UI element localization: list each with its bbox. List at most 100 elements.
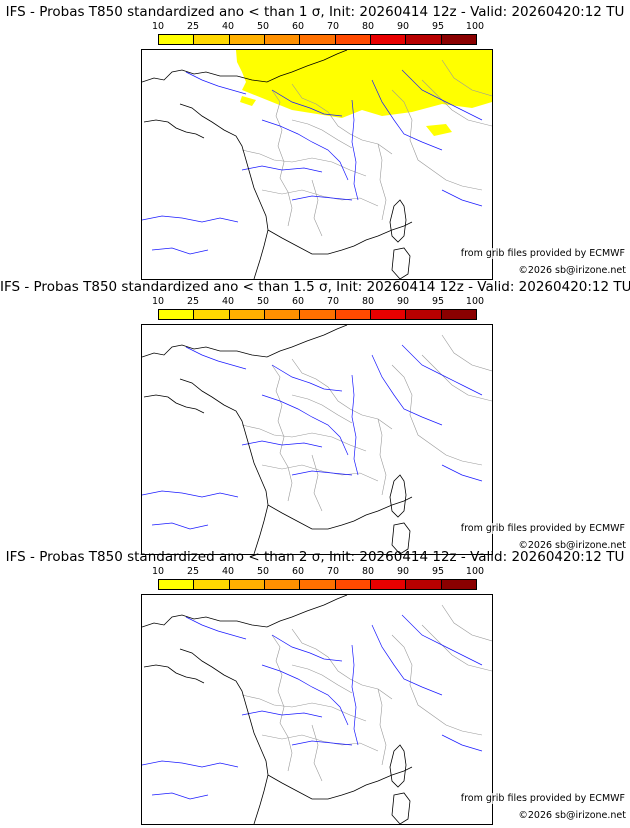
- admin-border: [261, 189, 379, 207]
- colorbar-tick-label: 10: [151, 296, 165, 307]
- coastline: [142, 325, 413, 554]
- admin-border: [441, 59, 492, 97]
- copyright-text: ©2026 sb@irizone.net: [517, 265, 627, 276]
- credit-text: from grib files provided by ECMWF: [459, 793, 626, 804]
- colorbar-swatch: [159, 580, 195, 589]
- river: [401, 614, 483, 666]
- colorbar-swatch: [194, 35, 230, 44]
- colorbar-tick-label: 50: [256, 296, 270, 307]
- colorbar-tick-label: 25: [186, 21, 200, 32]
- map-panel-1: IFS - Probas T850 standardized ano < tha…: [0, 2, 630, 280]
- colorbar: [158, 579, 477, 590]
- river: [142, 215, 239, 223]
- river: [351, 99, 359, 201]
- colorbar-swatch: [194, 580, 230, 589]
- river: [142, 490, 239, 498]
- admin-border: [377, 143, 387, 221]
- admin-border: [311, 724, 323, 782]
- colorbar-tick-label: 40: [221, 296, 235, 307]
- map-frame: [141, 324, 493, 555]
- copyright-text: ©2026 sb@irizone.net: [517, 540, 627, 551]
- colorbar-swatch: [406, 35, 442, 44]
- colorbar-labels: 10 25 40 50 60 70 80 90 95 100: [145, 21, 505, 33]
- colorbar-tick-label: 80: [361, 296, 375, 307]
- colorbar-swatch: [264, 35, 301, 44]
- river: [291, 195, 353, 201]
- colorbar-tick-label: 40: [221, 566, 235, 577]
- river: [241, 165, 323, 173]
- corsica-island: [389, 199, 407, 243]
- river: [291, 740, 353, 746]
- colorbar-swatch: [370, 580, 407, 589]
- admin-border: [271, 364, 293, 502]
- colorbar-swatch: [229, 35, 265, 44]
- colorbar-tick-label: 70: [326, 296, 340, 307]
- river: [261, 394, 349, 456]
- colorbar-tick-label: 40: [221, 21, 235, 32]
- river: [185, 346, 247, 370]
- credit-text: from grib files provided by ECMWF: [459, 248, 626, 259]
- corsica-island: [389, 744, 407, 788]
- admin-border: [421, 79, 492, 127]
- colorbar-swatch: [406, 580, 442, 589]
- colorbar-tick-label: 95: [431, 21, 445, 32]
- river: [351, 644, 359, 746]
- river: [441, 734, 483, 752]
- map-panel-3: IFS - Probas T850 standardized ano < tha…: [0, 547, 630, 825]
- admin-border: [391, 634, 483, 736]
- admin-border: [271, 634, 293, 772]
- map-frame: [141, 49, 493, 280]
- copyright-text: ©2026 sb@irizone.net: [517, 810, 627, 821]
- river: [441, 464, 483, 482]
- colorbar-tick-label: 100: [465, 296, 485, 307]
- colorbar-tick-label: 90: [396, 566, 410, 577]
- sardinia-island: [391, 247, 411, 279]
- river: [241, 710, 323, 718]
- colorbar-swatch: [264, 580, 301, 589]
- admin-border: [291, 358, 393, 430]
- panel-title: IFS - Probas T850 standardized ano < tha…: [0, 279, 630, 295]
- admin-border: [391, 364, 483, 466]
- colorbar-swatch: [300, 580, 336, 589]
- admin-border: [291, 119, 353, 149]
- river: [401, 69, 483, 121]
- panel-title: IFS - Probas T850 standardized ano < tha…: [5, 549, 625, 565]
- colorbar-swatch: [370, 310, 407, 319]
- colorbar-labels: 10 25 40 50 60 70 80 90 95 100: [145, 566, 505, 578]
- admin-border: [241, 149, 367, 177]
- admin-border: [241, 694, 367, 722]
- colorbar-tick-label: 60: [291, 296, 305, 307]
- admin-border: [261, 734, 379, 752]
- colorbar-swatch: [441, 580, 476, 589]
- colorbar-swatch: [335, 580, 371, 589]
- colorbar-swatch: [370, 35, 407, 44]
- colorbar-swatch: [441, 310, 476, 319]
- admin-border: [291, 394, 353, 424]
- corsica-island: [389, 474, 407, 518]
- river: [185, 616, 247, 640]
- colorbar-swatch: [229, 310, 265, 319]
- colorbar-swatch: [159, 35, 195, 44]
- colorbar-tick-label: 70: [326, 21, 340, 32]
- admin-border: [261, 464, 379, 482]
- admin-border: [291, 83, 393, 155]
- colorbar-tick-label: 95: [431, 566, 445, 577]
- colorbar-tick-label: 90: [396, 296, 410, 307]
- colorbar-tick-label: 100: [465, 21, 485, 32]
- colorbar-tick-label: 60: [291, 21, 305, 32]
- colorbar-tick-label: 80: [361, 21, 375, 32]
- colorbar-tick-label: 10: [151, 566, 165, 577]
- admin-border: [391, 89, 483, 191]
- probability-area: [236, 50, 492, 136]
- river: [351, 374, 359, 476]
- admin-border: [271, 89, 293, 227]
- coastline: [142, 595, 413, 824]
- admin-border: [311, 454, 323, 512]
- river: [441, 189, 483, 207]
- colorbar-swatch: [229, 580, 265, 589]
- river: [185, 71, 247, 95]
- colorbar-tick-label: 80: [361, 566, 375, 577]
- colorbar-swatch: [300, 35, 336, 44]
- river: [271, 89, 343, 117]
- river: [261, 664, 349, 726]
